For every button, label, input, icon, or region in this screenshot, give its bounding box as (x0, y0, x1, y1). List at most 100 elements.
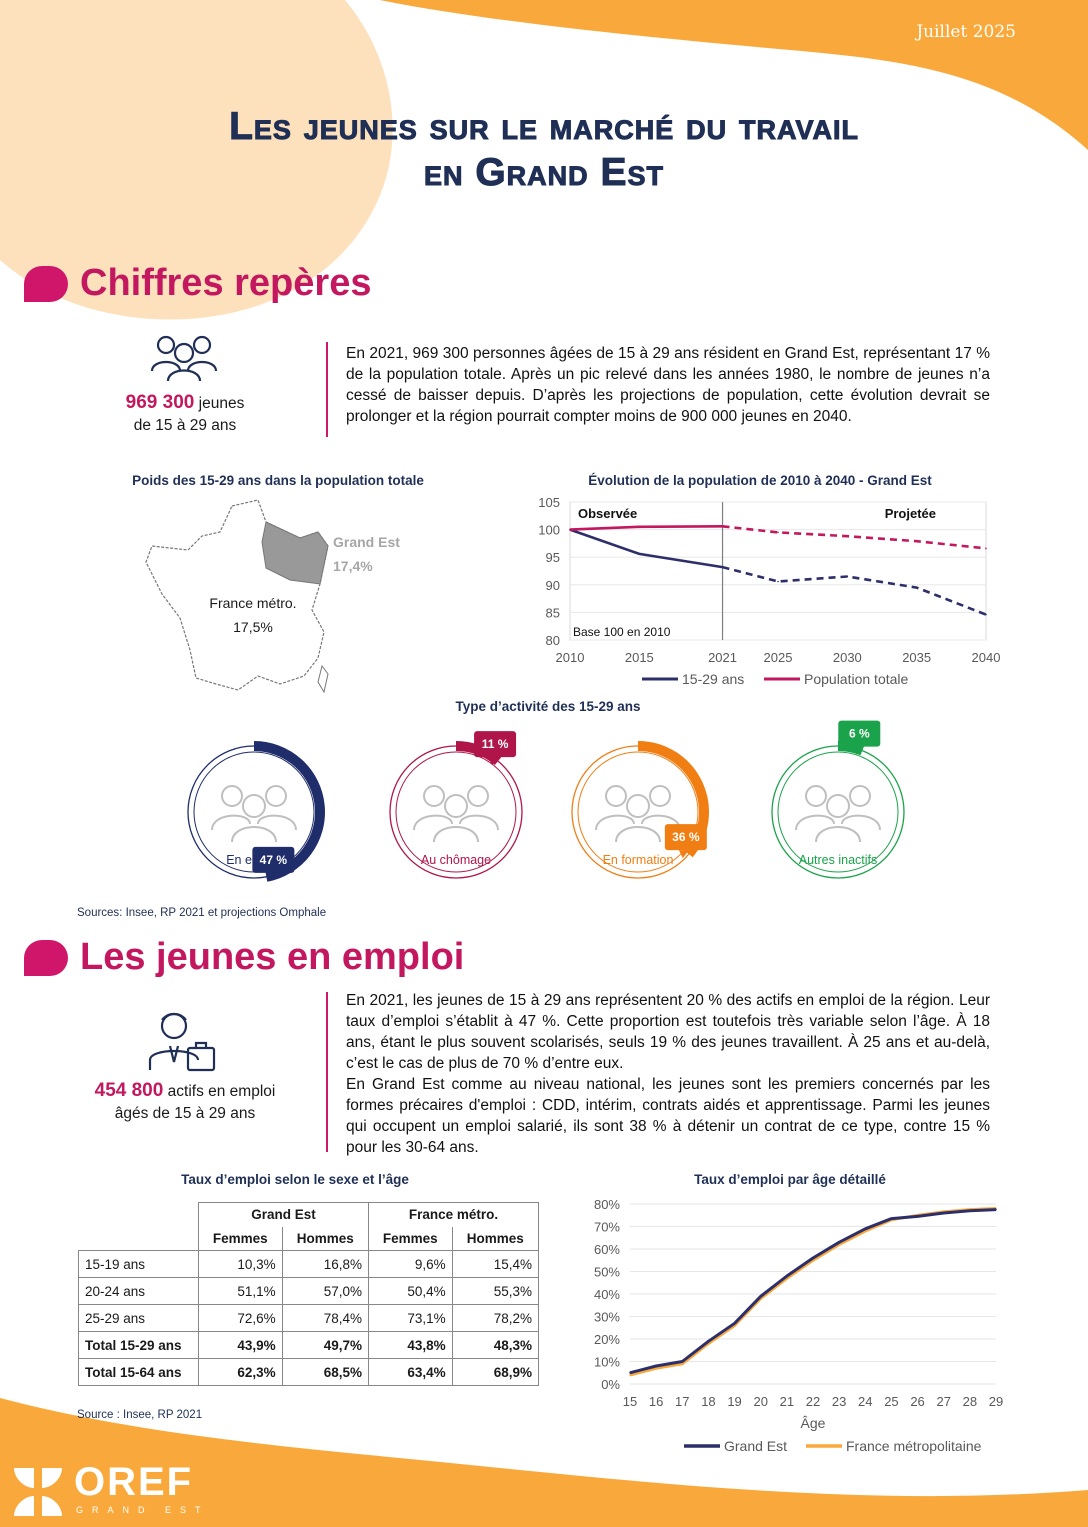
x-tick-label: 2015 (625, 650, 654, 665)
y-tick-label: 100 (538, 523, 560, 538)
divider (326, 342, 328, 437)
column-header: Femmes (198, 1226, 283, 1251)
grand-est-value: 17,4% (333, 558, 373, 574)
map-title: Poids des 15-29 ans dans la population t… (132, 473, 424, 488)
data-point (890, 1217, 893, 1220)
x-tick-label: 2030 (833, 650, 862, 665)
section-title-chiffres: Chiffres repères (80, 262, 372, 304)
row-label: 15-19 ans (78, 1250, 199, 1278)
oref-logo-text: OREF (74, 1460, 194, 1504)
badge-pointer (266, 872, 277, 881)
table-cell: 68,5% (281, 1358, 369, 1386)
x-tick-label: 29 (989, 1394, 1003, 1409)
group-header: Grand Est (198, 1202, 369, 1227)
table-cell: 10,3% (198, 1250, 283, 1278)
data-point (721, 525, 724, 528)
data-point (681, 1360, 684, 1363)
people-group-icon (150, 335, 218, 382)
row-label: 20-24 ans (78, 1277, 199, 1305)
group-document-icon (413, 785, 499, 843)
activity-donuts: En emploi47 % Au chômage 11 % En formation 3… (187, 720, 905, 882)
table-cell: 62,3% (198, 1358, 283, 1386)
table-cell: 16,8% (281, 1250, 369, 1278)
y-tick-label: 40% (594, 1287, 620, 1302)
table-cell: 50,4% (367, 1277, 453, 1305)
donut-label: Au chômage (421, 853, 491, 867)
x-tick-label: 18 (701, 1394, 715, 1409)
y-tick-label: 10% (594, 1355, 620, 1370)
table-cell: 51,1% (198, 1277, 283, 1305)
x-tick-label: 22 (806, 1394, 820, 1409)
data-point (985, 613, 987, 616)
legend-label: Population totale (804, 671, 909, 687)
percent-badge (252, 846, 295, 873)
employed-count-value: 454 800 (94, 1080, 164, 1101)
employment-rate-table: Grand Est France métro. Femmes Hommes Fe… (78, 1202, 540, 1386)
employed-count-age: âgés de 15 à 29 ans (114, 1105, 256, 1122)
data-point (915, 586, 918, 589)
percent-badge (664, 824, 707, 851)
age-chart-title: Taux d’emploi par âge détaillé (694, 1172, 886, 1187)
youth-count-stat: 969 300 jeunes de 15 à 29 ans (90, 392, 280, 437)
column-header: Hommes (451, 1226, 540, 1251)
x-tick-label: 25 (884, 1394, 898, 1409)
x-tick-label: 24 (858, 1394, 872, 1409)
x-tick-label: 19 (727, 1394, 741, 1409)
table-cell: 57,0% (281, 1277, 369, 1305)
divider (326, 992, 328, 1152)
table-cell: 72,6% (198, 1304, 283, 1332)
source-note: Source : Insee, RP 2021 (77, 1409, 203, 1421)
x-tick-label: 16 (649, 1394, 663, 1409)
group-header: France métro. (367, 1202, 540, 1227)
employment-paragraph-1: En 2021, les jeunes de 15 à 29 ans repré… (346, 992, 990, 1072)
x-tick-label: 17 (675, 1394, 689, 1409)
x-tick-label: 2021 (708, 650, 737, 665)
donut-label: En formation (603, 853, 674, 867)
data-point (969, 1209, 971, 1212)
table-cell: 48,3% (451, 1331, 540, 1359)
series-line (629, 1208, 997, 1375)
grand-est-label: Grand Est (333, 534, 400, 550)
data-point (629, 1371, 631, 1374)
map-region-label: Grand Est 17,4% (333, 530, 400, 578)
data-point (985, 547, 987, 550)
france-map (145, 499, 329, 694)
data-point (707, 1340, 710, 1343)
donut-arc (837, 741, 865, 756)
table-cell: 43,8% (367, 1331, 453, 1359)
title-line-1: Les jeunes sur le marché du travail (229, 105, 859, 149)
legend-label: 15-29 ans (682, 671, 744, 687)
table-cell: 78,2% (451, 1304, 540, 1332)
table-row: 15-19 ans 10,3% 16,8% 9,6% 15,4% (78, 1250, 540, 1278)
data-point (995, 1208, 997, 1211)
france-label: France métro. (209, 595, 297, 611)
badge-pointer (488, 757, 499, 766)
legend-label: Grand Est (724, 1438, 787, 1454)
table-cell: 68,9% (451, 1358, 540, 1386)
section-bullet-icon (24, 940, 68, 976)
data-point (777, 580, 779, 583)
column-header: Hommes (281, 1226, 369, 1251)
table-row: Total 15-64 ans 62,3% 68,5% 63,4% 68,9% (78, 1358, 540, 1386)
x-tick-label: 2010 (556, 650, 585, 665)
x-tick-label: 27 (936, 1394, 950, 1409)
x-tick-label: 20 (753, 1394, 767, 1409)
row-label: 25-29 ans (78, 1304, 199, 1332)
worker-briefcase-icon (148, 1012, 216, 1072)
youth-count-value: 969 300 (125, 392, 195, 413)
y-tick-label: 85 (546, 605, 560, 620)
employment-paragraphs: En 2021, les jeunes de 15 à 29 ans repré… (346, 990, 990, 1158)
y-tick-label: 20% (594, 1332, 620, 1347)
sources-note: Sources: Insee, RP 2021 et projections O… (77, 907, 327, 919)
y-tick-label: 95 (546, 550, 560, 565)
table-cell: 55,3% (451, 1277, 540, 1305)
row-label: Total 15-29 ans (78, 1331, 199, 1359)
table-cell: 43,9% (198, 1331, 283, 1359)
table-cell: 15,4% (451, 1250, 540, 1278)
data-point (655, 1367, 657, 1370)
table-row: Total 15-29 ans 43,9% 49,7% 43,8% 48,3% (78, 1331, 540, 1359)
data-point (638, 553, 641, 555)
data-point (638, 526, 641, 528)
y-tick-label: 30% (594, 1310, 620, 1325)
activity-donut: Autres inactifs 6 % (771, 720, 905, 879)
